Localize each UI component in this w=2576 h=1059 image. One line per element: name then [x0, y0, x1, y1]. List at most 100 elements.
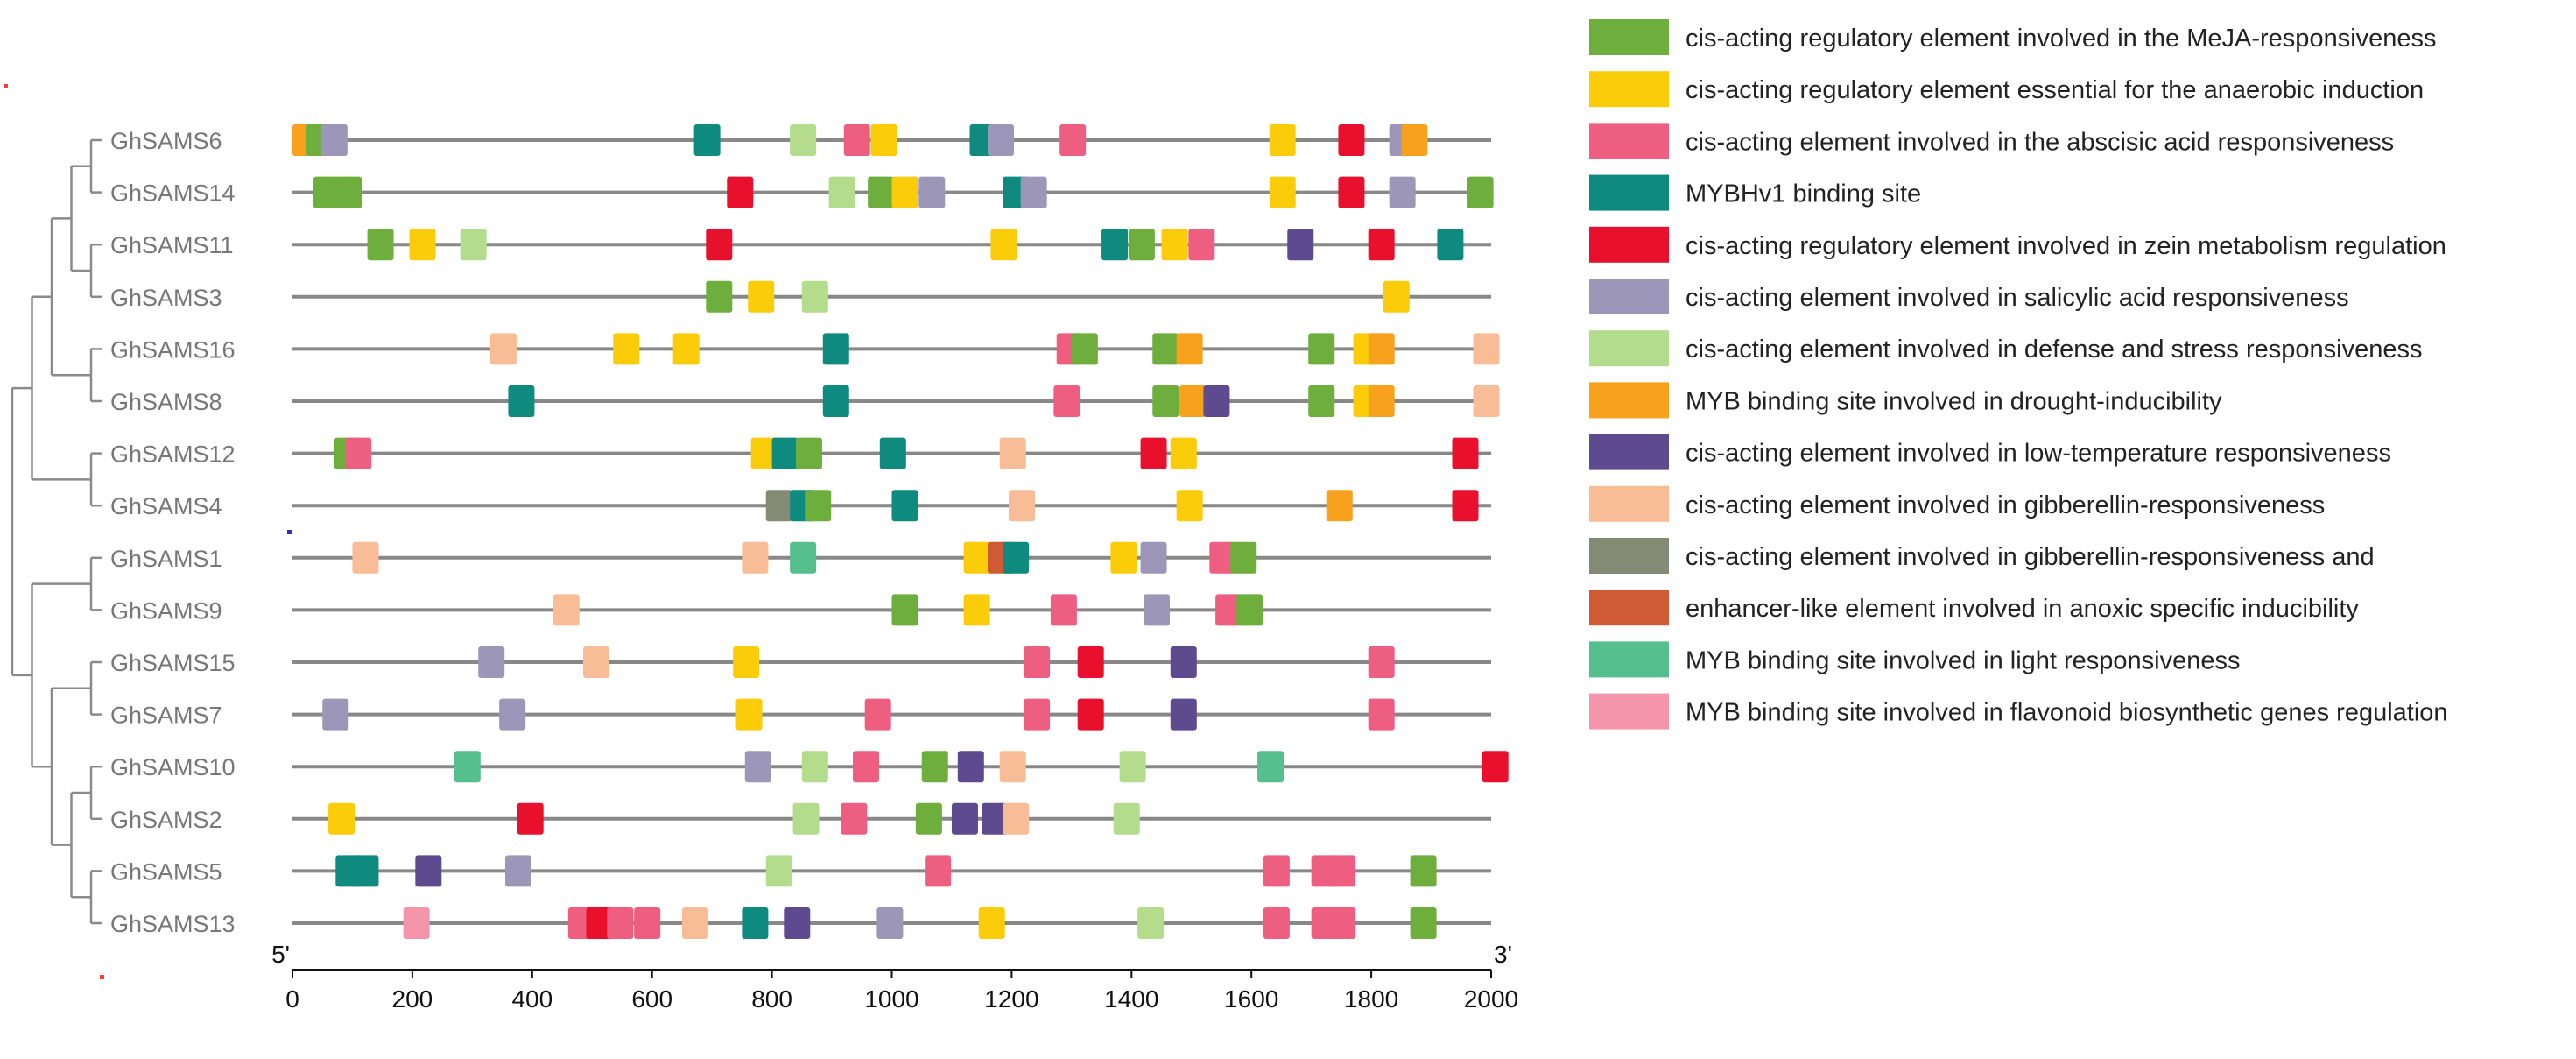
- motif-box-salicylic: [322, 698, 349, 731]
- motif-box-salicylic: [504, 855, 531, 887]
- motif-box-aba: [841, 802, 868, 835]
- legend-item: cis-acting regulatory element involved i…: [1589, 19, 2437, 55]
- gene-label: GhSAMS2: [110, 807, 222, 833]
- gene-row: GhSAMS13: [110, 907, 1491, 939]
- motif-box-anaerobic: [963, 594, 990, 626]
- motif-box-zein: [1452, 437, 1479, 469]
- motif-box-gibberellin: [352, 541, 379, 574]
- motif-box-mybhv1: [352, 855, 379, 887]
- motif-box-anaerobic: [891, 176, 918, 208]
- legend-label: cis-acting element involved in defense a…: [1686, 335, 2422, 364]
- motif-box-zein: [1368, 229, 1395, 261]
- motif-box-meja: [868, 176, 895, 208]
- motif-box-anaerobic: [1269, 124, 1296, 156]
- motif-box-salicylic: [988, 124, 1015, 156]
- motif-box-aba: [1329, 907, 1356, 939]
- motif-box-aba: [607, 907, 634, 939]
- motif-box-salicylic: [876, 907, 904, 939]
- gene-row: GhSAMS3: [110, 280, 1491, 313]
- motif-box-lowtemp: [982, 802, 1009, 835]
- motif-box-zein: [1077, 646, 1104, 678]
- motif-box-aba: [864, 698, 891, 731]
- gene-row: GhSAMS1: [110, 541, 1491, 574]
- motif-box-aba: [1263, 907, 1290, 939]
- legend-swatch-gibberellin2: [1589, 538, 1669, 574]
- motif-box-lowtemp: [957, 751, 984, 783]
- legend-item: enhancer-like element involved in anoxic…: [1589, 590, 2359, 626]
- legend-label: MYB binding site involved in drought-ind…: [1686, 387, 2222, 415]
- legend-swatch-anoxic: [1589, 590, 1669, 626]
- gene-row: GhSAMS5: [110, 855, 1491, 887]
- gene-label: GhSAMS11: [110, 232, 234, 258]
- gene-label: GhSAMS14: [110, 180, 236, 207]
- motif-box-anaerobic: [963, 541, 990, 574]
- motif-box-anaerobic: [1161, 229, 1188, 261]
- motif-box-aba: [1368, 698, 1395, 731]
- gene-label: GhSAMS1: [110, 546, 222, 572]
- motif-box-salicylic: [1143, 594, 1170, 626]
- motif-box-light: [790, 541, 817, 574]
- motif-box-salicylic: [744, 751, 771, 783]
- gene-row: GhSAMS6: [110, 124, 1491, 156]
- motif-box-anaerobic: [978, 907, 1005, 939]
- gene-label: GhSAMS10: [110, 754, 236, 780]
- legend-item: cis-acting element involved in the absci…: [1589, 123, 2394, 159]
- motif-box-drought: [1368, 333, 1395, 365]
- x-axis: 0 200 400 600 800 1000 1200 1400 1600 1800 2000 5' 3…: [271, 941, 1518, 1013]
- gene-label: GhSAMS3: [110, 285, 222, 311]
- motif-box-defense: [1119, 751, 1146, 783]
- motif-box-gibberellin: [582, 646, 609, 678]
- motif-box-zein: [1338, 124, 1365, 156]
- legend-swatch-defense: [1589, 330, 1669, 367]
- motif-box-defense: [765, 855, 792, 887]
- legend-swatch-zein: [1589, 226, 1669, 263]
- motif-box-aba: [1209, 541, 1236, 574]
- motif-box-zein: [1338, 176, 1365, 208]
- motif-box-salicylic: [918, 176, 946, 208]
- legend-swatch-aba: [1589, 123, 1669, 159]
- motif-box-drought: [1179, 385, 1207, 417]
- x-tick-label: 1000: [864, 985, 918, 1013]
- motif-box-gibberellin: [999, 751, 1026, 783]
- motif-box-salicylic: [320, 124, 348, 156]
- motif-box-lowtemp: [784, 907, 811, 939]
- motif-box-meja: [915, 802, 942, 835]
- motif-box-light: [454, 751, 481, 783]
- motif-box-mybhv1: [1003, 541, 1030, 574]
- stray-mark-blue: [287, 530, 292, 534]
- motif-box-salicylic: [499, 698, 526, 731]
- motif-box-aba: [1329, 855, 1356, 887]
- gene-label: GhSAMS7: [110, 702, 222, 729]
- legend-label: cis-acting element involved in low-tempe…: [1686, 440, 2391, 468]
- legend-swatch-anaerobic: [1589, 71, 1669, 108]
- gene-row: GhSAMS15: [110, 646, 1491, 678]
- legend-label: cis-acting element involved in gibberell…: [1686, 491, 2325, 519]
- legend-label: cis-acting element involved in gibberell…: [1686, 543, 2375, 571]
- gene-label: GhSAMS5: [110, 858, 222, 885]
- motif-box-meja: [335, 176, 362, 208]
- gene-row: GhSAMS9: [110, 594, 1491, 626]
- motif-box-anaerobic: [750, 437, 778, 469]
- motif-box-anaerobic: [748, 280, 775, 313]
- motif-box-drought: [1401, 124, 1428, 156]
- motif-box-defense: [1137, 907, 1165, 939]
- three-prime-label: 3': [1494, 941, 1512, 968]
- gene-row: GhSAMS8: [110, 385, 1500, 417]
- motif-box-lowtemp: [951, 802, 978, 835]
- motif-box-gibberellin: [1008, 490, 1035, 522]
- motif-box-zein: [706, 229, 733, 261]
- motif-box-meja: [706, 280, 733, 313]
- motif-box-aba: [925, 855, 952, 887]
- legend-item: cis-acting element involved in salicylic…: [1589, 279, 2349, 314]
- motif-box-aba: [1215, 594, 1242, 626]
- legend: cis-acting regulatory element involved i…: [1589, 19, 2448, 730]
- gene-row: GhSAMS14: [110, 176, 1494, 208]
- phylogenetic-tree: [11, 138, 102, 925]
- motif-box-gibberellin: [1473, 385, 1500, 417]
- x-tick-label: 1800: [1344, 985, 1398, 1013]
- motif-box-lowtemp: [1203, 385, 1230, 417]
- motif-box-meja: [367, 229, 394, 261]
- motif-box-anaerobic: [1110, 541, 1137, 574]
- motif-box-aba: [853, 751, 880, 783]
